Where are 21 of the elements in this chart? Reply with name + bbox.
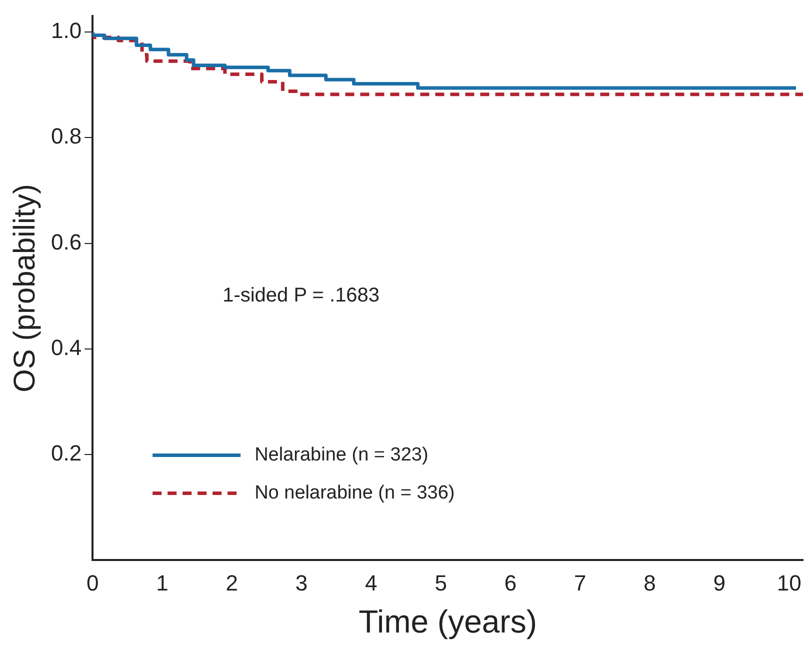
y-tick-label: 0.4 [50, 335, 82, 360]
y-tick-label: 1.0 [50, 18, 82, 44]
x-tick-label: 7 [574, 570, 586, 596]
y-tick-label: 0.8 [50, 124, 82, 149]
y-tick-label: 0.2 [50, 440, 82, 466]
x-tick-label: 0 [86, 570, 99, 596]
x-tick-label: 10 [776, 570, 802, 596]
x-tick-label: 5 [434, 570, 447, 596]
x-tick-label: 1 [156, 570, 168, 596]
y-tick-label: 0.6 [50, 229, 82, 254]
x-tick-label: 2 [226, 570, 238, 596]
x-tick-label: 4 [365, 570, 378, 596]
x-tick-label: 3 [295, 570, 308, 596]
y-axis-title: OS (probability) [8, 184, 42, 392]
x-tick-label: 6 [504, 570, 517, 596]
x-tick-label: 8 [644, 570, 656, 596]
legend-label: No nelarabine (n = 336) [254, 482, 455, 504]
x-tick-label: 9 [713, 570, 726, 596]
annotation: 1-sided P = .1683 [222, 284, 380, 307]
x-axis-title: Time (years) [358, 604, 537, 640]
legend-label: Nelarabine (n = 323) [254, 444, 428, 466]
